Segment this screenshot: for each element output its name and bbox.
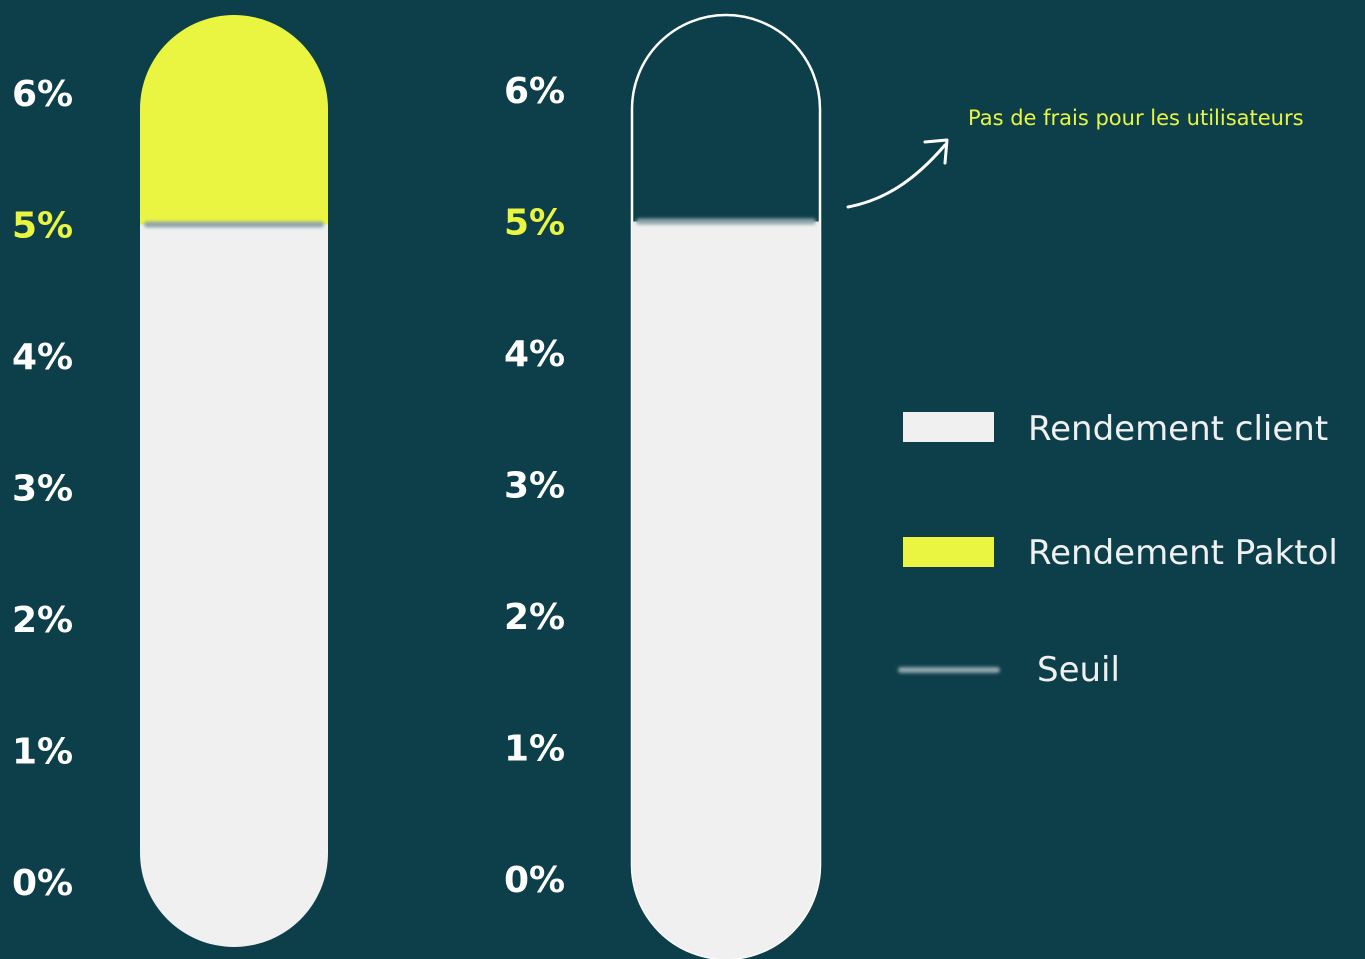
legend-line-threshold [898,667,1000,673]
legend-swatch-client [903,412,994,442]
legend-label-threshold: Seuil [1037,650,1120,690]
annotation: Pas de frais pour les utilisateurs [846,106,1304,209]
tick-label-left-2: 2% [12,600,73,641]
tick-label-right-3: 3% [504,466,565,507]
tick-label-right-0: 0% [504,860,565,901]
tick-label-right-5: 5% [504,203,565,244]
tick-label-left-3: 3% [12,469,73,510]
tick-label-left-4: 4% [12,337,73,378]
threshold-line-right [636,218,816,225]
tick-label-right-2: 2% [504,597,565,638]
tick-label-left-5: 5% [12,206,73,247]
bar-client-right [632,221,820,959]
tick-label-left-1: 1% [12,732,73,773]
chart-left: 0% 1% 2% 3% 4% 5% 6% [12,15,328,947]
legend: Rendement client Rendement Paktol Seuil [898,409,1338,690]
legend-swatch-paktol [903,537,994,567]
chart-right: 0% 1% 2% 3% 4% 5% 6% [504,13,822,959]
bar-paktol-left [140,15,328,225]
legend-label-client: Rendement client [1028,409,1328,449]
tick-label-right-6: 6% [504,71,565,112]
tick-label-right-4: 4% [504,334,565,375]
tick-label-left-6: 6% [12,74,73,115]
tick-label-left-0: 0% [12,863,73,904]
legend-label-paktol: Rendement Paktol [1028,533,1338,573]
tick-label-right-1: 1% [504,729,565,770]
annotation-text: Pas de frais pour les utilisateurs [968,106,1304,130]
bar-client-left [140,224,328,947]
annotation-arrow [846,143,947,209]
annotation-arrowhead [923,138,949,165]
threshold-line-left [144,221,324,228]
